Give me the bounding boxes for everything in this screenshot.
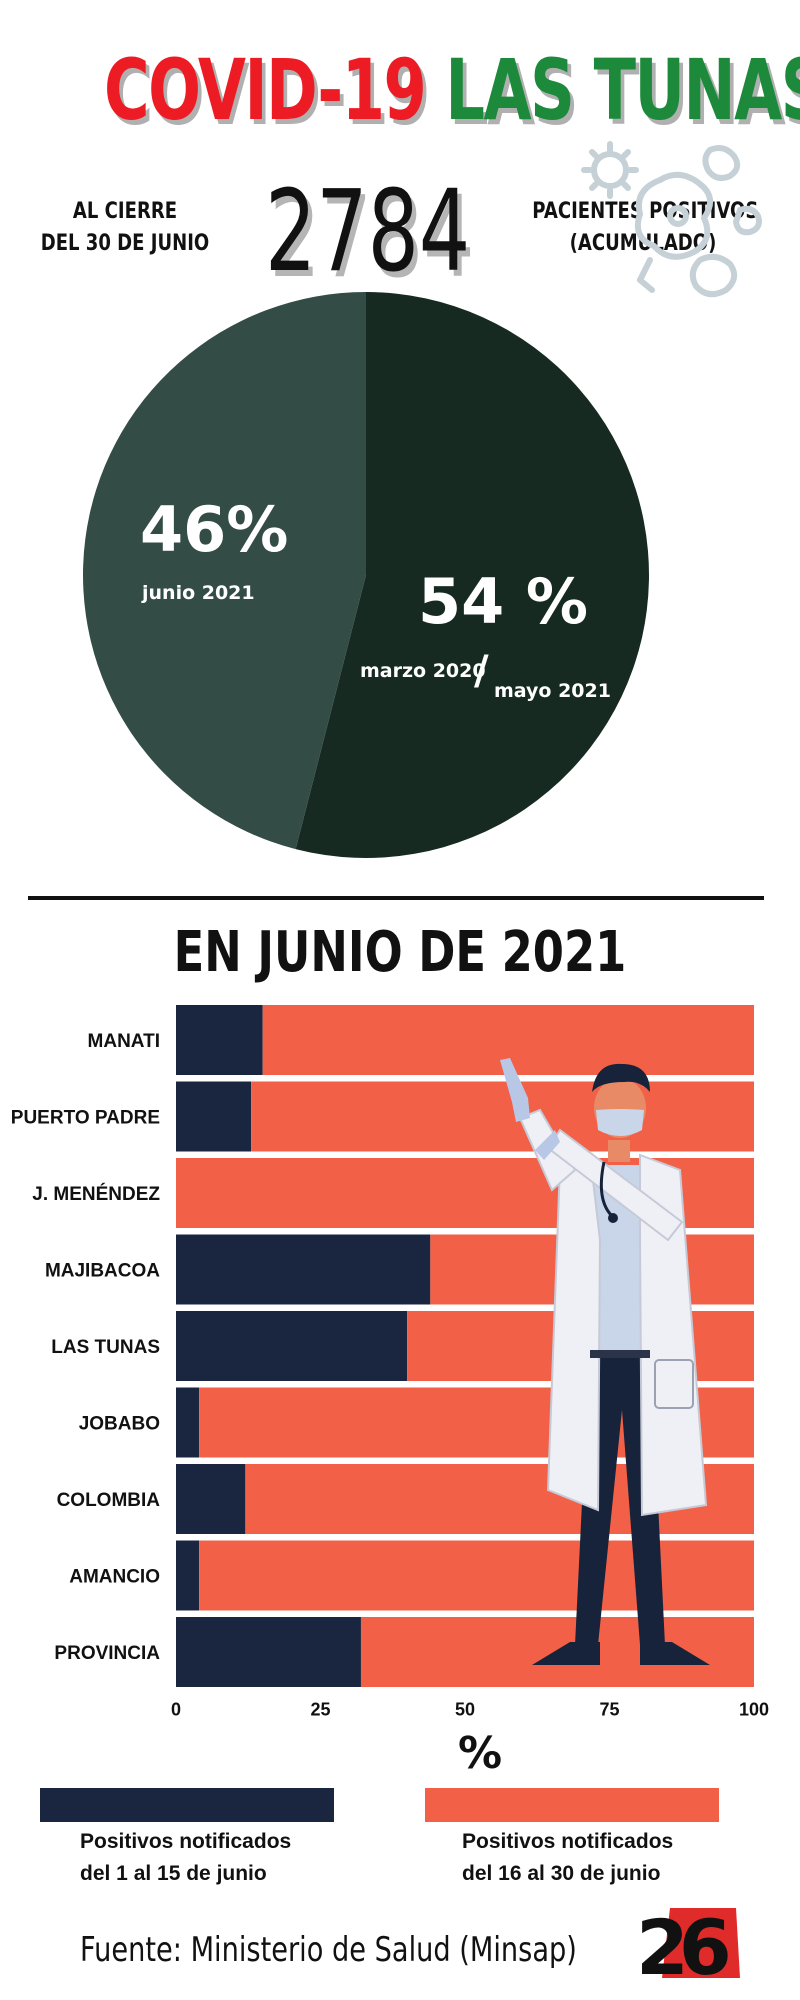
category-label: PUERTO PADRE [11,1108,160,1129]
bar-puerto-padre-series-2 [251,1081,754,1152]
pie-label-separator: / [474,648,489,694]
bar-provincia-series-1 [176,1617,361,1687]
x-axis-unit: % [457,1728,503,1779]
category-label: J. MENÉNDEZ [32,1183,160,1205]
x-tick-label: 0 [171,1700,181,1720]
bar-majibacoa-series-1 [176,1234,431,1305]
category-label: MANATI [88,1031,160,1052]
legend-swatch-second-half [425,1788,719,1822]
legend-label-first-half-line1: Positivos notificados [80,1830,292,1853]
bar-manati-series-1 [176,1005,263,1075]
page-title: COVID-19 LAS TUNAS [104,40,800,140]
x-tick-label: 50 [455,1700,475,1720]
pie-label-may-2021: mayo 2021 [494,680,611,702]
title-las-tunas: LAS TUNAS [445,41,800,139]
category-label: AMANCIO [69,1567,160,1588]
x-tick-label: 100 [739,1700,769,1720]
bar-colombia-series-1 [176,1464,246,1534]
section-divider [28,896,764,900]
pie-label-march-2020: marzo 2020 [360,660,486,682]
category-label: JOBABO [79,1414,160,1435]
date-caption-line1: AL CIERRE [72,199,178,224]
total-positive-count: 2784 [265,167,471,297]
logo-26-text: 26 [636,1904,728,1982]
pie-chart [83,292,649,859]
x-tick-label: 25 [310,1700,330,1720]
pie-slice-march-may [295,292,649,859]
legend-label-second-half-line2: del 16 al 30 de junio [462,1862,661,1885]
virus-icon [581,141,762,298]
patients-caption-line1: PACIENTES POSITIVOS [532,199,759,224]
logo-26: 26 [636,1904,740,1982]
bar-las-tunas-series-1 [176,1311,408,1381]
bar-jobabo-series-1 [176,1387,200,1458]
x-tick-label: 75 [599,1700,619,1720]
bar-chart: MANATI PUERTO PADRE J. MENÉNDEZ MAJIBACOA LA… [11,1005,769,1720]
category-label: COLOMBIA [57,1490,161,1511]
pie-percent-march-may: 54 % [418,565,588,638]
bar-puerto-padre-series-1 [176,1081,252,1152]
category-label: MAJIBACOA [45,1261,160,1282]
category-label: PROVINCIA [54,1643,160,1664]
legend-label-first-half-line2: del 1 al 15 de junio [80,1862,267,1885]
legend-swatch-first-half [40,1788,334,1822]
category-label: LAS TUNAS [51,1337,160,1358]
legend-label-second-half-line1: Positivos notificados [462,1830,674,1853]
bar-amancio-series-2 [199,1540,754,1611]
title-covid: COVID-19 [104,41,427,139]
pie-label-june: junio 2021 [142,582,255,604]
pie-slice-june [83,292,366,850]
section-title: EN JUNIO DE 2021 [173,920,627,985]
pie-percent-june: 46% [140,493,289,566]
legend-label-first-half: Positivos notificados del 1 al 15 de jun… [80,1826,291,1890]
bar-amancio-series-1 [176,1540,200,1611]
source-note: Fuente: Ministerio de Salud (Minsap) [80,1930,577,1970]
doctor-illustration [500,1058,710,1665]
date-caption-line2: DEL 30 DE JUNIO [40,231,210,256]
date-caption: AL CIERRE DEL 30 DE JUNIO [39,196,211,260]
legend-label-second-half: Positivos notificados del 16 al 30 de ju… [462,1826,673,1890]
